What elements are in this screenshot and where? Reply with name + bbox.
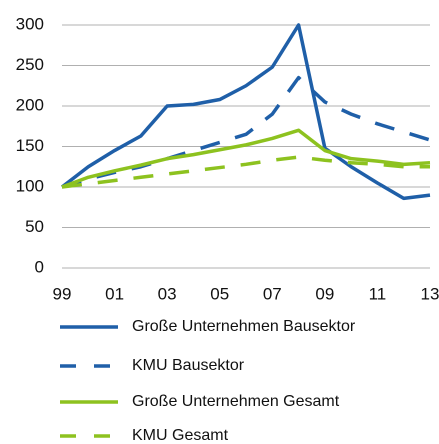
- x-tick-label: 11: [369, 284, 387, 303]
- y-tick-label: 0: [35, 257, 44, 276]
- y-tick-label: 100: [16, 176, 44, 195]
- legend-label: Große Unternehmen Gesamt: [132, 393, 340, 410]
- series-line: [60, 23, 431, 201]
- x-tick-label: 09: [315, 284, 334, 303]
- y-tick-label: 250: [16, 55, 44, 74]
- x-tick-label: 07: [263, 284, 282, 303]
- x-tick-label: 05: [210, 284, 229, 303]
- series-line: [61, 128, 431, 189]
- y-tick-label: 150: [16, 136, 44, 155]
- legend-label: KMU Gesamt: [132, 427, 229, 444]
- series-line: [61, 155, 430, 189]
- x-tick-label: 13: [421, 284, 439, 303]
- series-line: [61, 75, 431, 189]
- x-tick-label: 03: [158, 284, 177, 303]
- y-tick-label: 50: [25, 217, 44, 236]
- legend-label: KMU Bausektor: [132, 357, 245, 374]
- x-tick-label: 01: [105, 284, 124, 303]
- y-tick-label: 200: [16, 95, 44, 114]
- x-tick-label: 99: [53, 284, 72, 303]
- legend-label: Große Unternehmen Bausektor: [132, 318, 356, 335]
- y-tick-label: 300: [16, 14, 44, 33]
